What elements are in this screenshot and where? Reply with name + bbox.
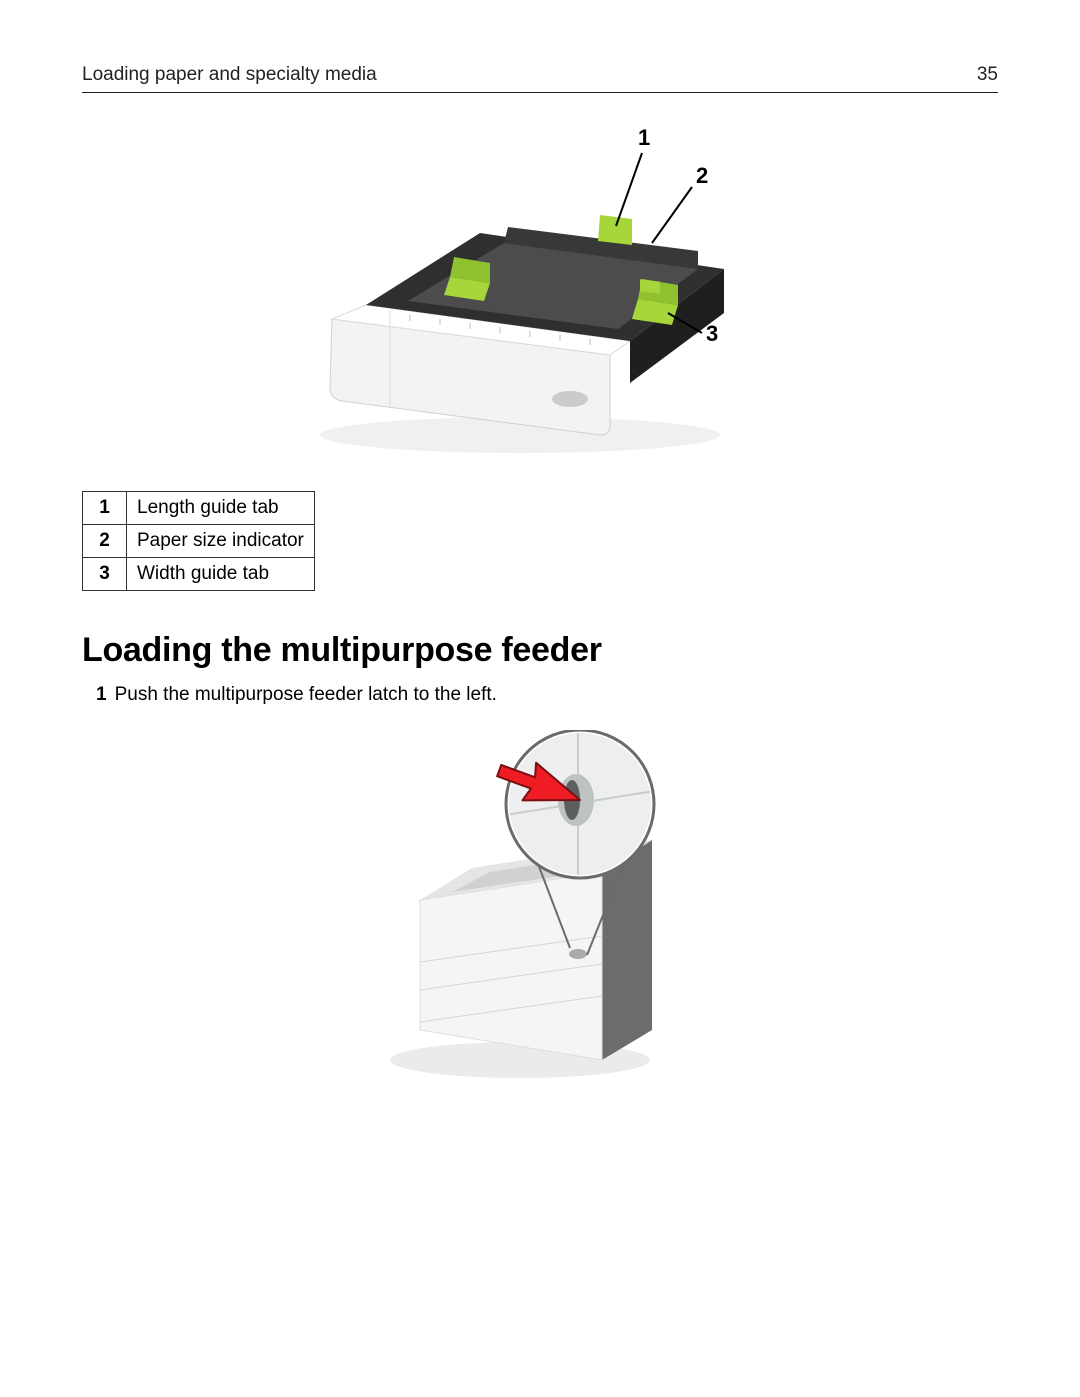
- page-number: 35: [977, 64, 998, 86]
- legend-label: Length guide tab: [127, 492, 315, 525]
- section-heading: Loading the multipurpose feeder: [82, 631, 998, 670]
- table-row: 1 Length guide tab: [83, 492, 315, 525]
- step-text: Push the multipurpose feeder latch to th…: [115, 684, 497, 706]
- table-row: 2 Paper size indicator: [83, 525, 315, 558]
- chapter-title: Loading paper and specialty media: [82, 64, 377, 86]
- step-1: 1 Push the multipurpose feeder latch to …: [96, 684, 998, 706]
- legend-idx: 2: [83, 525, 127, 558]
- callout-1: 1: [638, 125, 650, 150]
- tray-illustration: 1 2 3: [280, 123, 800, 463]
- running-header: Loading paper and specialty media 35: [82, 64, 998, 93]
- legend-idx: 3: [83, 558, 127, 591]
- legend-label: Width guide tab: [127, 558, 315, 591]
- latch-illustration: [390, 730, 690, 1090]
- table-row: 3 Width guide tab: [83, 558, 315, 591]
- callout-legend-table: 1 Length guide tab 2 Paper size indicato…: [82, 491, 315, 591]
- callout-3: 3: [706, 321, 718, 346]
- figure-feeder-latch: [82, 730, 998, 1090]
- callout-2: 2: [696, 163, 708, 188]
- step-number: 1: [96, 684, 107, 706]
- figure-tray: 1 2 3: [82, 123, 998, 463]
- legend-label: Paper size indicator: [127, 525, 315, 558]
- legend-idx: 1: [83, 492, 127, 525]
